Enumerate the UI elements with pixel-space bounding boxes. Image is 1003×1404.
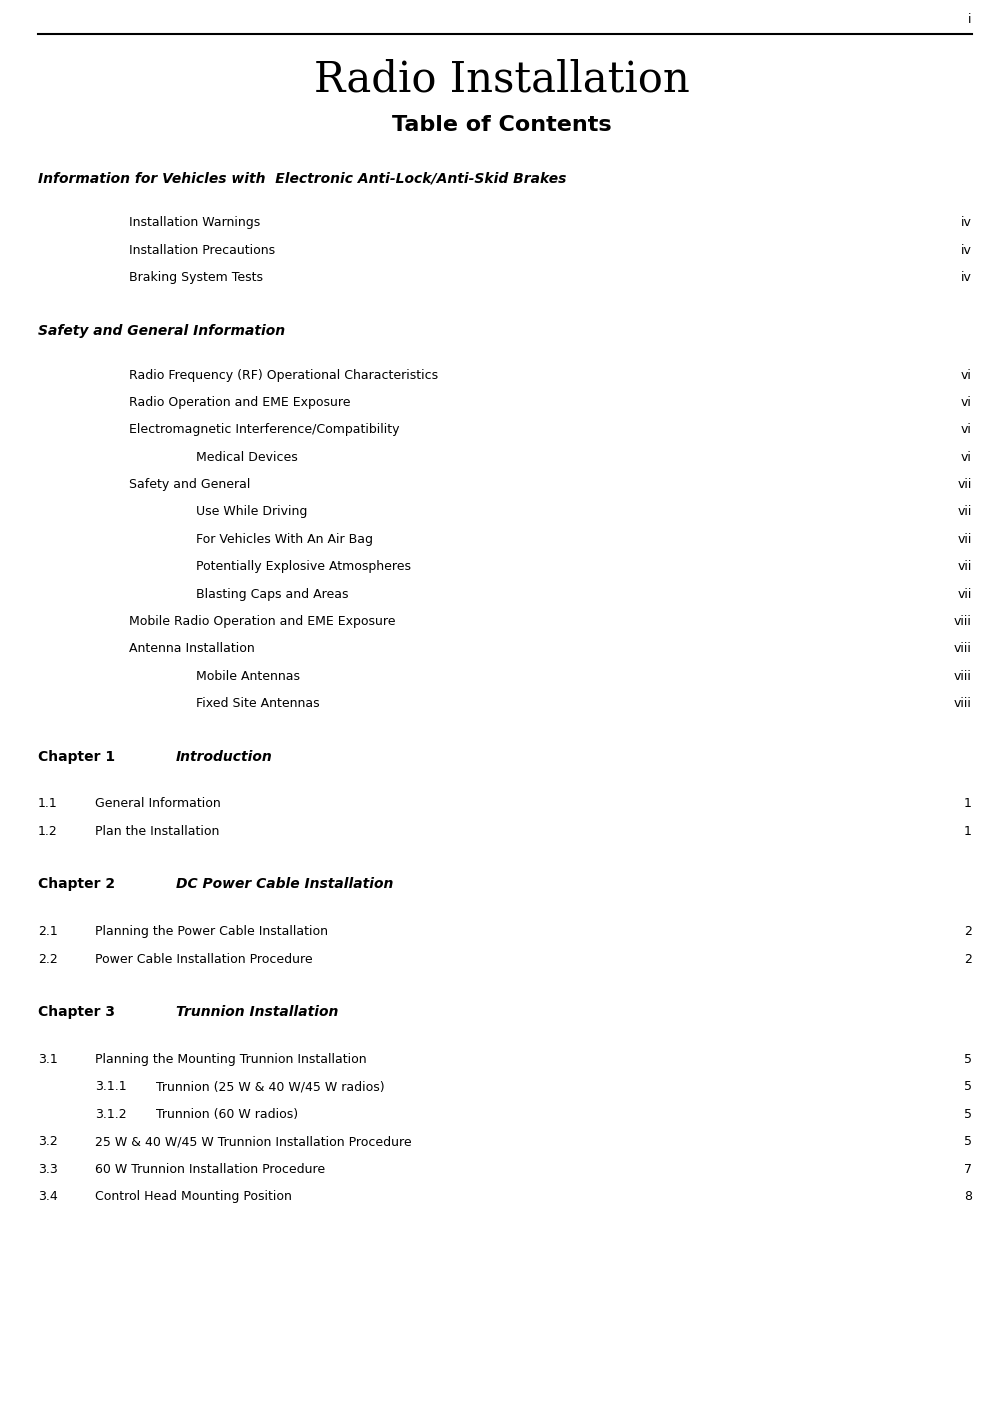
Text: Radio Installation: Radio Installation xyxy=(314,59,689,101)
Text: 3.4: 3.4 xyxy=(38,1189,58,1203)
Text: Chapter 2: Chapter 2 xyxy=(38,878,115,892)
Text: 7: 7 xyxy=(963,1163,971,1175)
Text: vii: vii xyxy=(957,587,971,601)
Text: Blasting Caps and Areas: Blasting Caps and Areas xyxy=(196,587,348,601)
Text: Trunnion (25 W & 40 W/45 W radios): Trunnion (25 W & 40 W/45 W radios) xyxy=(155,1080,384,1094)
Text: Antenna Installation: Antenna Installation xyxy=(128,642,254,656)
Text: vi: vi xyxy=(960,368,971,382)
Text: 3.3: 3.3 xyxy=(38,1163,58,1175)
Text: Use While Driving: Use While Driving xyxy=(196,505,307,518)
Text: 1.2: 1.2 xyxy=(38,824,58,838)
Text: 25 W & 40 W/45 W Trunnion Installation Procedure: 25 W & 40 W/45 W Trunnion Installation P… xyxy=(95,1134,411,1148)
Text: vi: vi xyxy=(960,396,971,409)
Text: Information for Vehicles with  Electronic Anti-Lock/Anti-Skid Brakes: Information for Vehicles with Electronic… xyxy=(38,171,566,185)
Text: 5: 5 xyxy=(963,1134,971,1148)
Text: Safety and General: Safety and General xyxy=(128,477,250,491)
Text: Fixed Site Antennas: Fixed Site Antennas xyxy=(196,696,319,710)
Text: 2.2: 2.2 xyxy=(38,952,58,966)
Text: Table of Contents: Table of Contents xyxy=(392,115,611,135)
Text: Installation Precautions: Installation Precautions xyxy=(128,244,275,257)
Text: Potentially Explosive Atmospheres: Potentially Explosive Atmospheres xyxy=(196,560,410,573)
Text: 1: 1 xyxy=(963,824,971,838)
Text: 60 W Trunnion Installation Procedure: 60 W Trunnion Installation Procedure xyxy=(95,1163,325,1175)
Text: 5: 5 xyxy=(963,1080,971,1094)
Text: iv: iv xyxy=(960,216,971,229)
Text: 5: 5 xyxy=(963,1053,971,1066)
Text: 1: 1 xyxy=(963,797,971,810)
Text: Medical Devices: Medical Devices xyxy=(196,451,297,463)
Text: Radio Frequency (RF) Operational Characteristics: Radio Frequency (RF) Operational Charact… xyxy=(128,368,437,382)
Text: Radio Operation and EME Exposure: Radio Operation and EME Exposure xyxy=(128,396,350,409)
Text: viii: viii xyxy=(953,696,971,710)
Text: viii: viii xyxy=(953,615,971,628)
Text: 2: 2 xyxy=(963,925,971,938)
Text: For Vehicles With An Air Bag: For Vehicles With An Air Bag xyxy=(196,532,372,546)
Text: 2: 2 xyxy=(963,952,971,966)
Text: 3.2: 3.2 xyxy=(38,1134,58,1148)
Text: vii: vii xyxy=(957,505,971,518)
Text: 3.1.1: 3.1.1 xyxy=(95,1080,126,1094)
Text: Mobile Radio Operation and EME Exposure: Mobile Radio Operation and EME Exposure xyxy=(128,615,394,628)
Text: iv: iv xyxy=(960,271,971,284)
Text: iv: iv xyxy=(960,244,971,257)
Text: vi: vi xyxy=(960,423,971,437)
Text: General Information: General Information xyxy=(95,797,221,810)
Text: Planning the Power Cable Installation: Planning the Power Cable Installation xyxy=(95,925,328,938)
Text: vi: vi xyxy=(960,451,971,463)
Text: Trunnion (60 W radios): Trunnion (60 W radios) xyxy=(155,1108,298,1120)
Text: vii: vii xyxy=(957,560,971,573)
Text: 8: 8 xyxy=(963,1189,971,1203)
Text: vii: vii xyxy=(957,477,971,491)
Text: DC Power Cable Installation: DC Power Cable Installation xyxy=(176,878,393,892)
Text: 3.1.2: 3.1.2 xyxy=(95,1108,126,1120)
Text: Installation Warnings: Installation Warnings xyxy=(128,216,260,229)
Text: Trunnion Installation: Trunnion Installation xyxy=(176,1005,338,1019)
Text: Power Cable Installation Procedure: Power Cable Installation Procedure xyxy=(95,952,313,966)
Text: i: i xyxy=(968,13,971,25)
Text: 1.1: 1.1 xyxy=(38,797,58,810)
Text: 5: 5 xyxy=(963,1108,971,1120)
Text: 2.1: 2.1 xyxy=(38,925,58,938)
Text: Chapter 1: Chapter 1 xyxy=(38,750,115,764)
Text: vii: vii xyxy=(957,532,971,546)
Text: Introduction: Introduction xyxy=(176,750,272,764)
Text: Plan the Installation: Plan the Installation xyxy=(95,824,220,838)
Text: Control Head Mounting Position: Control Head Mounting Position xyxy=(95,1189,292,1203)
Text: Safety and General Information: Safety and General Information xyxy=(38,323,285,337)
Text: Planning the Mounting Trunnion Installation: Planning the Mounting Trunnion Installat… xyxy=(95,1053,367,1066)
Text: viii: viii xyxy=(953,642,971,656)
Text: 3.1: 3.1 xyxy=(38,1053,58,1066)
Text: Chapter 3: Chapter 3 xyxy=(38,1005,115,1019)
Text: Braking System Tests: Braking System Tests xyxy=(128,271,262,284)
Text: Mobile Antennas: Mobile Antennas xyxy=(196,670,300,682)
Text: viii: viii xyxy=(953,670,971,682)
Text: Electromagnetic Interference/Compatibility: Electromagnetic Interference/Compatibili… xyxy=(128,423,398,437)
